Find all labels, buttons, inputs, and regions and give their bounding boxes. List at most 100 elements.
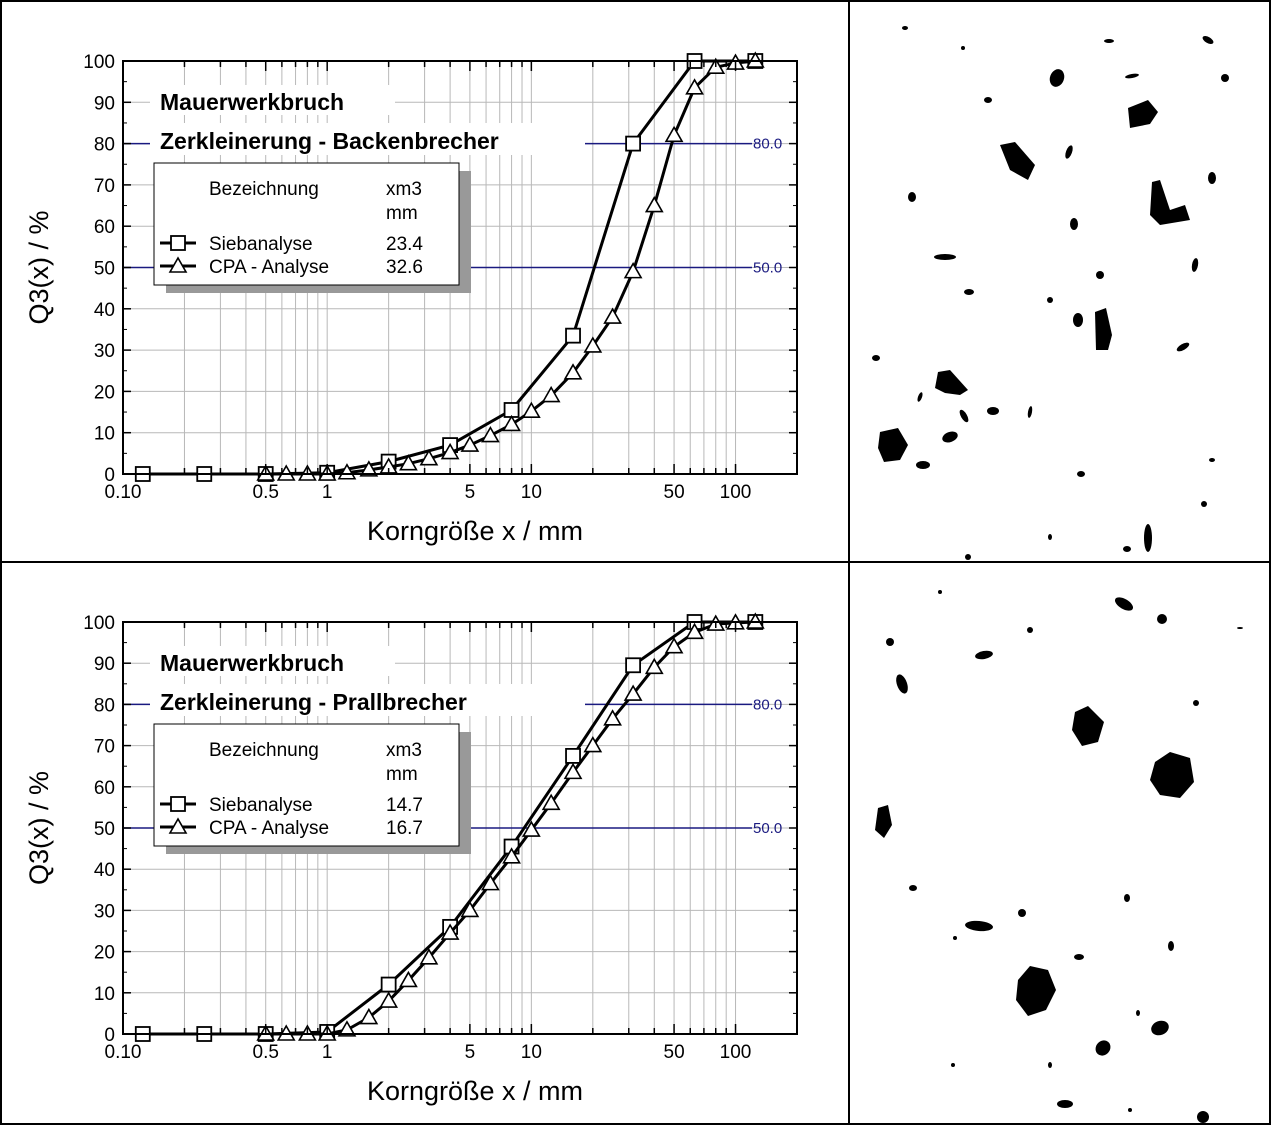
- particle: [1193, 700, 1199, 706]
- legend-header-unit: mm: [386, 203, 418, 224]
- marker-triangle: [583, 735, 603, 753]
- particle: [1070, 218, 1078, 230]
- marker-triangle: [379, 991, 399, 1008]
- legend-series-name: CPA - Analyse: [209, 818, 329, 839]
- x-axis-label: Korngröße x / mm: [367, 1076, 583, 1106]
- particle: [1096, 271, 1104, 279]
- legend-series-xm3: 14.7: [386, 795, 423, 816]
- y-tick-label: 30: [94, 901, 115, 922]
- marker-triangle: [521, 820, 541, 837]
- marker-triangle: [603, 307, 622, 324]
- marker-triangle: [460, 900, 480, 918]
- particle: [1074, 954, 1084, 960]
- particle: [1123, 546, 1131, 552]
- marker-square: [380, 976, 397, 993]
- marker-triangle: [168, 817, 188, 834]
- marker-square: [170, 235, 186, 251]
- particle: [975, 650, 993, 660]
- y-tick-label: 70: [94, 176, 115, 197]
- particle: [1114, 597, 1134, 611]
- particle: [1072, 706, 1104, 746]
- x-tick-label: 0.5: [253, 482, 279, 503]
- particle: [1027, 406, 1033, 418]
- particle: [878, 428, 908, 462]
- marker-triangle: [583, 336, 603, 353]
- particle: [909, 885, 917, 891]
- particle: [1209, 458, 1215, 462]
- legend-series-name: Siebanalyse: [209, 234, 313, 255]
- y-tick-label: 90: [94, 654, 115, 675]
- particle: [896, 674, 908, 694]
- particle: [951, 1063, 955, 1067]
- marker-square: [565, 748, 581, 764]
- y-tick-label: 10: [94, 984, 115, 1005]
- particle-image-bottom: [875, 590, 1243, 1123]
- subtitle-bg: [150, 684, 585, 716]
- particle: [1018, 909, 1026, 917]
- marker-triangle: [419, 948, 439, 965]
- legend-header-name: Bezeichnung: [209, 740, 319, 761]
- particle: [917, 392, 923, 402]
- title-bg: [150, 85, 395, 115]
- chart-top: 80.0 50.0 Mauerwerkbruch Zerkleinerung - Ba…: [24, 51, 798, 546]
- marker-triangle: [440, 442, 460, 460]
- y-tick-label: 0: [104, 1025, 115, 1046]
- marker-triangle: [359, 1007, 379, 1025]
- marker-triangle: [563, 363, 583, 380]
- marker-triangle: [664, 125, 684, 143]
- x-tick-label: 10: [521, 482, 542, 503]
- particle: [1201, 501, 1207, 507]
- y-tick-label: 70: [94, 737, 115, 758]
- particle: [886, 638, 894, 646]
- particle: [1151, 1020, 1169, 1036]
- particle: [1049, 69, 1065, 87]
- particle: [1144, 524, 1152, 552]
- particle: [1104, 39, 1114, 43]
- marker-square: [170, 796, 186, 812]
- marker-square: [625, 135, 642, 152]
- particle: [959, 409, 969, 423]
- x-tick-label: 50: [664, 482, 685, 503]
- marker-triangle: [521, 401, 541, 419]
- y-tick-label: 50: [94, 259, 115, 280]
- particle: [987, 407, 999, 415]
- legend-box: [153, 723, 460, 847]
- marker-triangle: [481, 874, 500, 891]
- particle: [934, 254, 956, 260]
- particle: [1065, 145, 1073, 159]
- particle: [1197, 1111, 1209, 1123]
- particle: [961, 46, 965, 50]
- legend-header-name: Bezeichnung: [209, 179, 319, 200]
- y-tick-label: 100: [83, 613, 115, 634]
- y-tick-label: 80: [94, 695, 115, 716]
- y-tick-label: 30: [94, 341, 115, 362]
- y-tick-label: 90: [94, 93, 115, 114]
- y-tick-label: 0: [104, 465, 115, 486]
- y-axis-label: Q3(x) / %: [24, 210, 54, 324]
- chart-bottom: 80.0 50.0 Mauerwerkbruch Zerkleinerung - Pr…: [24, 612, 798, 1106]
- marker-triangle: [337, 463, 357, 480]
- particle: [1157, 614, 1167, 624]
- particle: [1128, 1108, 1132, 1112]
- marker-triangle: [541, 793, 561, 811]
- particle: [1048, 534, 1052, 540]
- y-axis-label: Q3(x) / %: [24, 771, 54, 885]
- marker-triangle: [623, 684, 643, 701]
- reference-line-label: 80.0: [753, 136, 782, 153]
- y-tick-label: 10: [94, 424, 115, 445]
- particle: [964, 289, 974, 295]
- marker-triangle: [337, 1020, 357, 1037]
- y-tick-label: 20: [94, 943, 115, 964]
- marker-triangle: [644, 657, 664, 675]
- reference-line-label: 50.0: [753, 260, 782, 277]
- chart-title: Mauerwerkbruch: [160, 89, 344, 115]
- y-tick-label: 60: [94, 778, 115, 799]
- chart-subtitle: Zerkleinerung - Prallbrecher: [160, 689, 467, 715]
- particle: [1027, 627, 1033, 633]
- particle: [1128, 100, 1158, 128]
- y-tick-label: 80: [94, 135, 115, 156]
- particle: [1073, 313, 1083, 327]
- particle: [965, 920, 993, 932]
- particle: [1168, 941, 1174, 951]
